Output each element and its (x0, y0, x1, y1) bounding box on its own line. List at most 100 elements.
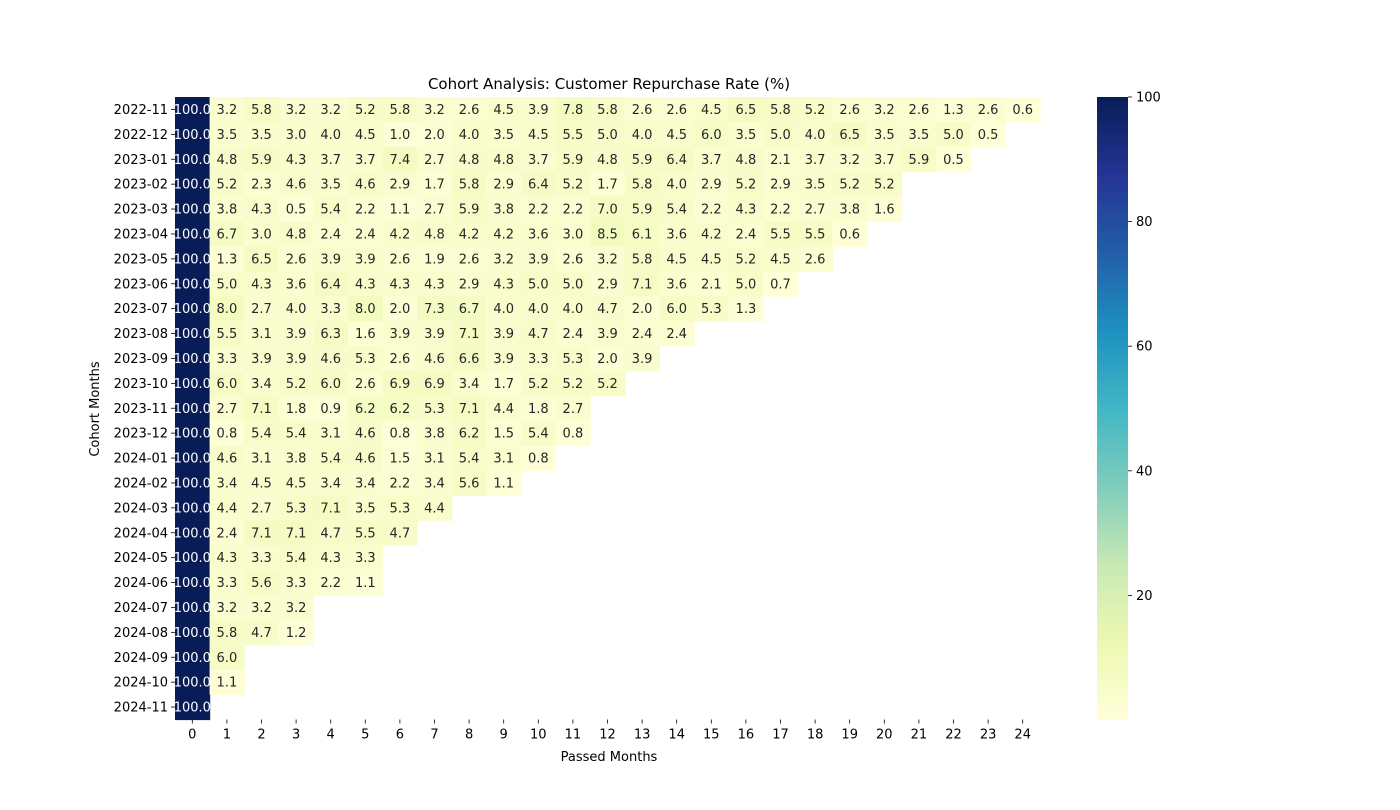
x-tick-label: 2 (257, 728, 265, 743)
heatmap-cell (486, 146, 522, 173)
x-tick-label: 8 (465, 728, 473, 743)
heatmap-cell (659, 271, 695, 297)
cell-value-label: 3.8 (493, 203, 514, 218)
cell-value-label: 4.6 (217, 452, 238, 467)
cell-value-label: 2.6 (978, 103, 999, 118)
heatmap-cell (624, 196, 660, 223)
heatmap-cell (313, 420, 349, 447)
heatmap-cell (348, 296, 384, 322)
x-tick-label: 12 (599, 728, 616, 743)
heatmap-cell (244, 420, 280, 447)
heatmap-cell (624, 346, 660, 372)
cell-value-label: 3.2 (251, 601, 272, 616)
heatmap-cell (417, 395, 453, 422)
cell-value-label: 100.0 (174, 651, 211, 666)
cell-value-label: 5.4 (666, 203, 687, 218)
cell-value-label: 2.4 (320, 227, 341, 242)
cell-value-label: 1.5 (390, 452, 411, 467)
cell-value-label: 3.1 (493, 452, 514, 467)
heatmap-cell (728, 196, 764, 223)
x-tick-label: 11 (565, 728, 582, 743)
heatmap-cell (313, 545, 349, 571)
cell-value-label: 2.6 (563, 252, 584, 267)
heatmap-cell (451, 445, 487, 472)
heatmap-cell (417, 420, 453, 447)
heatmap-cell (175, 146, 211, 173)
heatmap-cell (797, 221, 833, 247)
cell-value-label: 4.2 (701, 227, 722, 242)
colorbar: 20 40 60 80 100 (1097, 91, 1161, 720)
cell-value-label: 2.7 (805, 203, 826, 218)
heatmap-cell (451, 171, 487, 198)
cell-value-label: 2.9 (770, 178, 791, 193)
cell-value-label: 4.6 (286, 178, 307, 193)
heatmap-cell (451, 121, 487, 148)
y-tick-label: 2024-01 (114, 452, 168, 467)
cell-value-label: 100.0 (174, 327, 211, 342)
cell-value-label: 100.0 (174, 252, 211, 267)
heatmap-cell (555, 395, 591, 422)
heatmap-cell (244, 470, 280, 496)
heatmap-cell (244, 545, 280, 571)
heatmap-cell (451, 321, 487, 347)
heatmap-cell (728, 121, 764, 148)
heatmap-cell (555, 296, 591, 322)
heatmap-cell (348, 146, 384, 173)
y-tick-label: 2023-02 (114, 178, 168, 193)
heatmap-cell (209, 146, 245, 173)
heatmap-cell (278, 495, 314, 521)
y-tick-label: 2024-05 (114, 551, 168, 566)
heatmap-cell (417, 346, 453, 372)
heatmap-cell (451, 221, 487, 247)
heatmap-cell (486, 97, 522, 123)
cell-value-label: 2.4 (736, 227, 757, 242)
cell-value-label: 5.9 (909, 153, 930, 168)
heatmap-cell (313, 121, 349, 148)
y-tick-label: 2023-09 (114, 352, 168, 367)
heatmap-cell (244, 121, 280, 148)
heatmap-cell (451, 470, 487, 496)
cell-value-label: 5.8 (632, 178, 653, 193)
heatmap-cell (659, 146, 695, 173)
heatmap-cell (417, 246, 453, 272)
y-tick-label: 2024-10 (114, 676, 168, 691)
heatmap-cell (590, 146, 626, 173)
cell-value-label: 4.0 (563, 302, 584, 317)
heatmap-cell (555, 420, 591, 447)
x-tick-label: 14 (668, 728, 685, 743)
heatmap-cell (382, 196, 418, 223)
cell-value-label: 0.5 (943, 153, 964, 168)
cell-value-label: 5.0 (943, 128, 964, 143)
cell-value-label: 3.6 (666, 227, 687, 242)
cell-value-label: 3.8 (217, 203, 238, 218)
cell-value-label: 0.5 (978, 128, 999, 143)
x-tick-label: 18 (807, 728, 824, 743)
heatmap-cell (486, 370, 522, 397)
heatmap-cell (382, 495, 418, 521)
x-tick-label: 4 (327, 728, 335, 743)
cell-value-label: 3.2 (217, 601, 238, 616)
heatmap-cell (521, 271, 557, 297)
heatmap-cell (832, 196, 868, 223)
heatmap-cell (417, 296, 453, 322)
cell-value-label: 2.4 (217, 526, 238, 541)
heatmap-cell (175, 246, 211, 272)
cell-value-label: 2.1 (701, 277, 722, 292)
cell-value-label: 5.0 (217, 277, 238, 292)
cell-value-label: 4.3 (217, 551, 238, 566)
cell-value-label: 4.5 (355, 128, 376, 143)
cell-value-label: 100.0 (174, 203, 211, 218)
heatmap-cell (209, 221, 245, 247)
cell-value-label: 6.4 (666, 153, 687, 168)
cell-value-label: 100.0 (174, 476, 211, 491)
heatmap-cell (555, 271, 591, 297)
y-axis-tick-labels: 2022-11 2022-12 2023-01 2023-02 2023-03 2023-… (114, 103, 175, 716)
colorbar-tick-label: 40 (1136, 464, 1153, 479)
cell-value-label: 4.7 (528, 327, 549, 342)
heatmap-cell (451, 296, 487, 322)
cell-value-label: 3.3 (528, 352, 549, 367)
cell-value-label: 5.8 (597, 103, 618, 118)
heatmap-cell (313, 271, 349, 297)
cell-value-label: 1.7 (597, 178, 618, 193)
cell-value-label: 3.9 (390, 327, 411, 342)
